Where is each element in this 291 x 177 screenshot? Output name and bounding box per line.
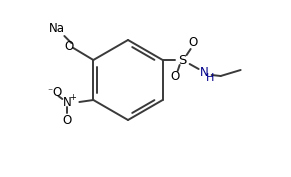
Text: S: S [178,53,187,67]
Text: O: O [63,115,72,127]
Text: ⁻: ⁻ [48,87,53,97]
Text: +: + [69,93,76,101]
Text: O: O [188,36,197,50]
Text: O: O [65,41,74,53]
Text: N: N [200,65,209,79]
Text: H: H [205,73,214,83]
Text: N: N [63,96,72,109]
Text: O: O [170,70,179,84]
Text: Na: Na [49,21,65,35]
Text: O: O [53,87,62,99]
